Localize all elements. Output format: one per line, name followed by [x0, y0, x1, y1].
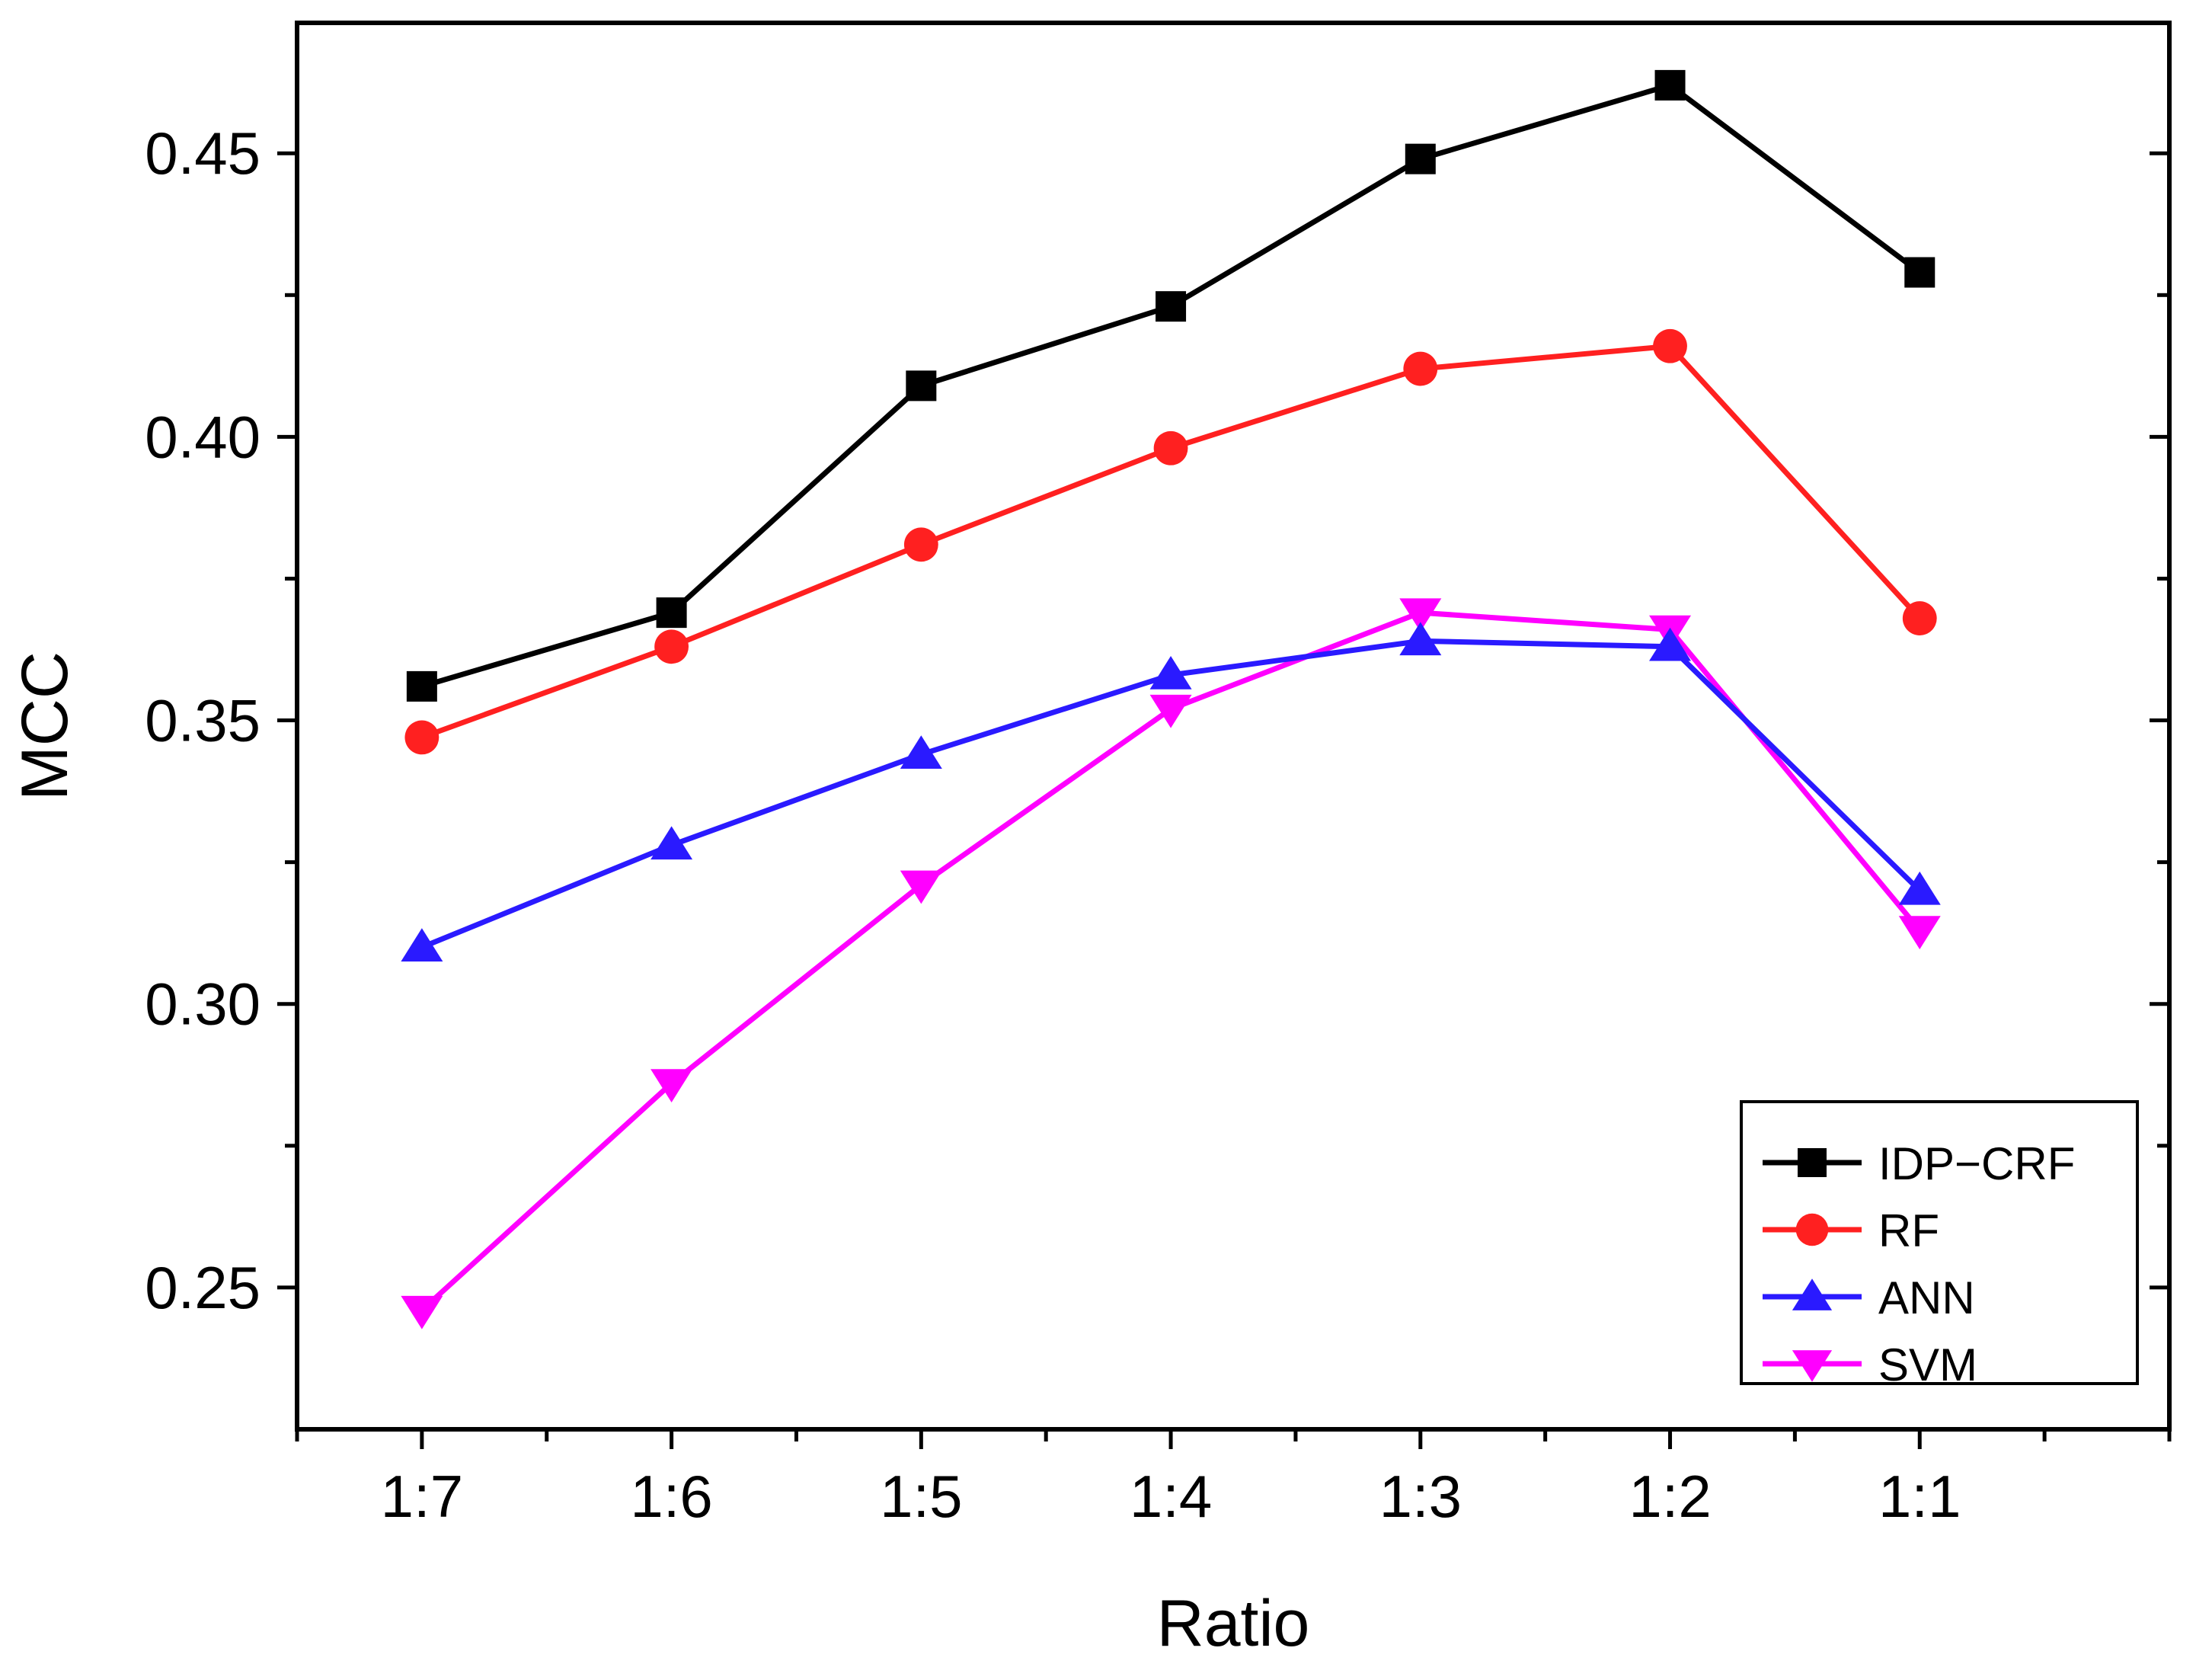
- y-tick-label: 0.25: [145, 1254, 261, 1321]
- legend: IDP−CRF RF ANN SVM: [1740, 1100, 2139, 1390]
- data-point-idp-crf: [406, 670, 437, 702]
- legend-item-ann: ANN: [1763, 1272, 1975, 1323]
- y-tick-label: 0.35: [145, 687, 261, 754]
- data-point-idp-crf: [906, 370, 937, 402]
- data-point-rf: [1653, 328, 1687, 363]
- legend-swatch-marker: [1798, 1148, 1827, 1177]
- y-axis-title: MCC: [8, 651, 82, 801]
- legend-label: IDP−CRF: [1878, 1138, 2075, 1189]
- data-point-rf: [654, 629, 689, 664]
- legend-label: ANN: [1878, 1272, 1975, 1323]
- x-axis-title: Ratio: [1157, 1587, 1310, 1660]
- data-point-svm: [1149, 694, 1192, 728]
- y-tick-label: 0.40: [145, 403, 261, 470]
- data-point-svm: [650, 1069, 693, 1102]
- data-point-idp-crf: [1904, 257, 1936, 288]
- x-tick-label: 1:6: [630, 1463, 712, 1530]
- series-idp-crf: [406, 69, 1936, 702]
- data-point-rf: [903, 527, 938, 562]
- legend-swatch-marker: [1792, 1278, 1833, 1310]
- x-tick-label: 1:5: [880, 1463, 962, 1530]
- data-point-svm: [401, 1295, 443, 1329]
- legend-item-rf: RF: [1763, 1205, 1939, 1256]
- legend-item-svm: SVM: [1763, 1339, 1977, 1390]
- x-tick-label: 1:2: [1629, 1463, 1711, 1530]
- y-tick-label: 0.45: [145, 120, 261, 187]
- data-point-ann: [1149, 656, 1192, 690]
- data-point-rf: [1403, 351, 1438, 386]
- data-point-ann: [1898, 871, 1941, 905]
- data-point-rf: [404, 720, 440, 755]
- data-point-idp-crf: [1405, 143, 1436, 174]
- legend-swatch-marker: [1795, 1213, 1829, 1246]
- data-point-svm: [1399, 598, 1442, 632]
- data-point-idp-crf: [1156, 291, 1187, 322]
- plot-frame: [295, 21, 2172, 1432]
- x-tick-label: 1:1: [1878, 1463, 1961, 1530]
- data-point-ann: [401, 928, 443, 962]
- y-tick-label: 0.30: [145, 971, 261, 1038]
- data-point-ann: [650, 826, 693, 860]
- series-line-idp-crf: [420, 82, 1922, 690]
- series-ann: [401, 622, 1941, 962]
- data-point-idp-crf: [1654, 69, 1686, 101]
- legend-item-idp-crf: IDP−CRF: [1763, 1138, 2075, 1189]
- x-tick-label: 1:4: [1130, 1463, 1212, 1530]
- legend-swatch-marker: [1792, 1350, 1833, 1382]
- data-point-ann: [900, 735, 942, 769]
- series-svm: [401, 598, 1941, 1329]
- data-point-idp-crf: [656, 597, 687, 629]
- data-point-rf: [1153, 430, 1188, 466]
- data-point-svm: [1898, 916, 1941, 949]
- data-point-ann: [1649, 627, 1692, 661]
- series-rf: [404, 328, 1937, 755]
- data-point-rf: [1902, 601, 1937, 635]
- x-tick-label: 1:7: [381, 1463, 463, 1530]
- legend-label: RF: [1878, 1205, 1939, 1256]
- data-point-ann: [1399, 622, 1442, 656]
- legend-label: SVM: [1878, 1339, 1977, 1390]
- x-tick-label: 1:3: [1379, 1463, 1462, 1530]
- data-point-svm: [900, 870, 942, 904]
